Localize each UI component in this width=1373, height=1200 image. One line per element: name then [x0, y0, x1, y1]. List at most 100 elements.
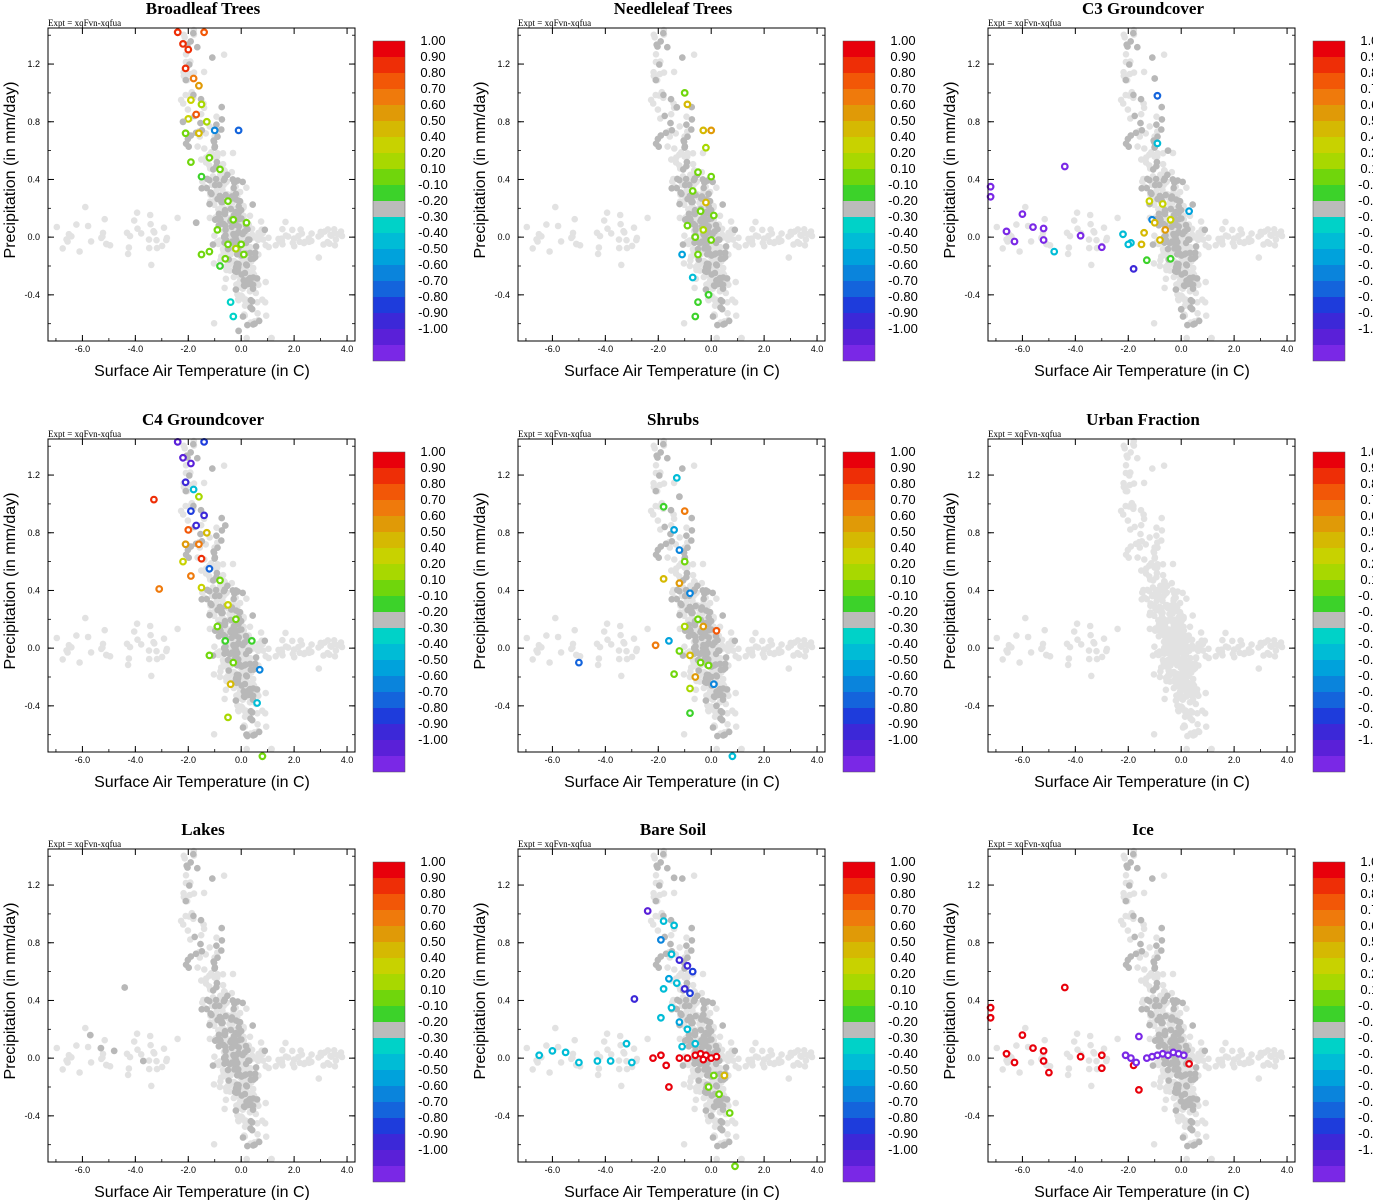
background-point — [655, 143, 662, 150]
background-point — [557, 649, 565, 656]
y-tick-label: 1.2 — [967, 59, 980, 69]
scatter-point — [675, 647, 684, 655]
background-point — [1137, 119, 1144, 127]
background-point — [1134, 554, 1141, 561]
scatter-point — [1060, 162, 1069, 171]
background-point — [679, 54, 686, 61]
y-tick-label: -0.4 — [494, 701, 510, 711]
background-point — [729, 707, 736, 714]
background-point — [148, 672, 155, 680]
background-point — [233, 268, 240, 276]
colorbar-swatch — [843, 516, 875, 532]
background-point — [200, 68, 208, 76]
colorbar-label: -0.90 — [418, 716, 448, 731]
background-point — [213, 113, 220, 120]
scatter-point — [1156, 236, 1164, 244]
background-point — [82, 614, 89, 622]
background-point — [59, 656, 66, 663]
background-point — [652, 487, 660, 495]
background-point — [238, 215, 245, 222]
background-point — [216, 673, 224, 681]
colorbar-label: 0.10 — [890, 572, 915, 587]
background-point — [103, 240, 110, 248]
background-point — [244, 225, 251, 233]
colorbar-label: -0.20 — [888, 193, 918, 208]
scatter-point — [197, 172, 206, 181]
background-point — [289, 637, 296, 645]
background-point — [1172, 697, 1180, 704]
background-point — [649, 100, 657, 107]
background-point — [194, 43, 201, 51]
colorbar-label: -0.70 — [888, 273, 918, 288]
background-point — [1174, 588, 1182, 595]
background-point — [1180, 623, 1187, 631]
scatter-point — [1153, 139, 1162, 148]
background-point — [1188, 305, 1196, 313]
scatter-point — [186, 96, 195, 104]
background-point — [594, 250, 602, 258]
colorbar-label: 0.90 — [420, 49, 445, 64]
background-point — [1157, 664, 1165, 671]
background-point — [654, 454, 661, 461]
colorbar-label: 0.20 — [420, 556, 445, 571]
background-point — [615, 244, 623, 252]
colorbar-swatch — [843, 121, 875, 137]
background-point — [243, 184, 250, 191]
background-point — [670, 515, 678, 523]
background-point — [1131, 112, 1138, 120]
background-point — [719, 285, 727, 293]
colorbar: 1.000.900.800.700.600.500.400.200.10-0.1… — [842, 444, 918, 773]
background-point — [703, 679, 710, 687]
background-point — [241, 297, 249, 304]
background-point — [808, 232, 816, 240]
background-point — [1130, 91, 1137, 99]
background-point — [600, 628, 608, 635]
background-point — [691, 175, 698, 182]
colorbar-swatch — [373, 500, 405, 516]
background-point — [719, 201, 726, 208]
background-point — [660, 480, 668, 487]
scatter-point — [216, 576, 224, 585]
background-point — [1154, 544, 1161, 551]
background-point — [1190, 682, 1198, 689]
scatter-point — [699, 225, 708, 234]
y-tick-label: -0.4 — [964, 290, 980, 300]
scatter-point — [242, 218, 251, 227]
background-point — [338, 643, 346, 651]
background-point — [718, 716, 726, 724]
background-point — [1151, 555, 1158, 562]
background-point — [182, 76, 190, 84]
colorbar-label: -0.30 — [418, 620, 448, 635]
background-point — [749, 636, 756, 644]
colorbar-swatch — [373, 532, 405, 548]
background-point — [731, 226, 739, 234]
background-point — [669, 178, 676, 185]
colorbar: 1.000.900.800.700.600.500.400.200.10-0.1… — [842, 33, 918, 362]
scatter-point — [237, 240, 246, 249]
x-tick-label: 2.0 — [758, 755, 771, 765]
background-point — [1189, 612, 1196, 619]
scatter-point — [231, 244, 240, 253]
background-point — [791, 639, 798, 646]
background-point — [656, 61, 663, 68]
colorbar-swatch — [1313, 265, 1345, 281]
background-point — [1187, 296, 1195, 304]
background-point — [213, 215, 220, 223]
background-point — [554, 633, 562, 641]
background-point — [1176, 599, 1184, 607]
background-point — [218, 195, 225, 203]
background-point — [656, 472, 663, 479]
background-point — [1146, 625, 1154, 633]
background-point — [1167, 615, 1174, 622]
scatter-point — [253, 699, 262, 707]
background-point — [125, 244, 133, 251]
background-point — [735, 654, 742, 662]
background-point — [1086, 211, 1094, 219]
y-tick-label: -0.4 — [24, 701, 40, 711]
background-point — [1138, 156, 1145, 163]
colorbar-swatch — [373, 564, 405, 580]
background-point — [1183, 184, 1190, 191]
background-point — [1141, 556, 1148, 563]
background-point — [246, 660, 254, 668]
